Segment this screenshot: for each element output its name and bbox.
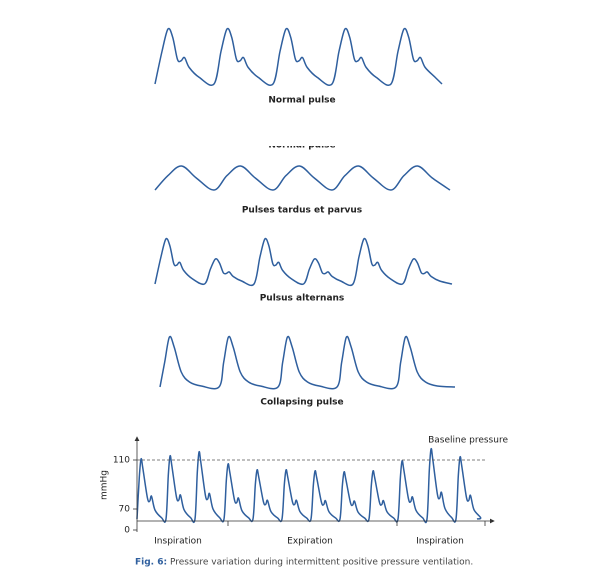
y-tick-label: 70 bbox=[119, 505, 131, 515]
annotation: Baseline pressure bbox=[428, 436, 508, 446]
normal-pulse-wave bbox=[154, 27, 443, 86]
y-tick-label: 0 bbox=[124, 526, 130, 536]
panel-label: Collapsing pulse bbox=[260, 398, 343, 408]
phase-label: Inspiration bbox=[154, 537, 202, 547]
panel-label: Normal pulse bbox=[268, 96, 335, 106]
caption-label: Fig. 6: bbox=[135, 558, 167, 568]
phase-label: Expiration bbox=[287, 537, 333, 547]
alternans-wave bbox=[154, 237, 453, 287]
phase-label: Inspiration bbox=[416, 537, 464, 547]
collapsing-wave bbox=[159, 335, 456, 390]
y-axis-label: mmHg bbox=[100, 470, 110, 500]
caption-text: Pressure variation during intermittent p… bbox=[170, 558, 473, 568]
y-tick-label: 110 bbox=[113, 456, 130, 466]
panel-label-ghost: Normal pulse bbox=[268, 141, 335, 151]
tardus-wave bbox=[154, 165, 451, 191]
panel-label: Pulses tardus et parvus bbox=[242, 206, 362, 216]
panel-label: Pulsus alternans bbox=[260, 294, 345, 304]
pressure-wave bbox=[136, 447, 482, 524]
